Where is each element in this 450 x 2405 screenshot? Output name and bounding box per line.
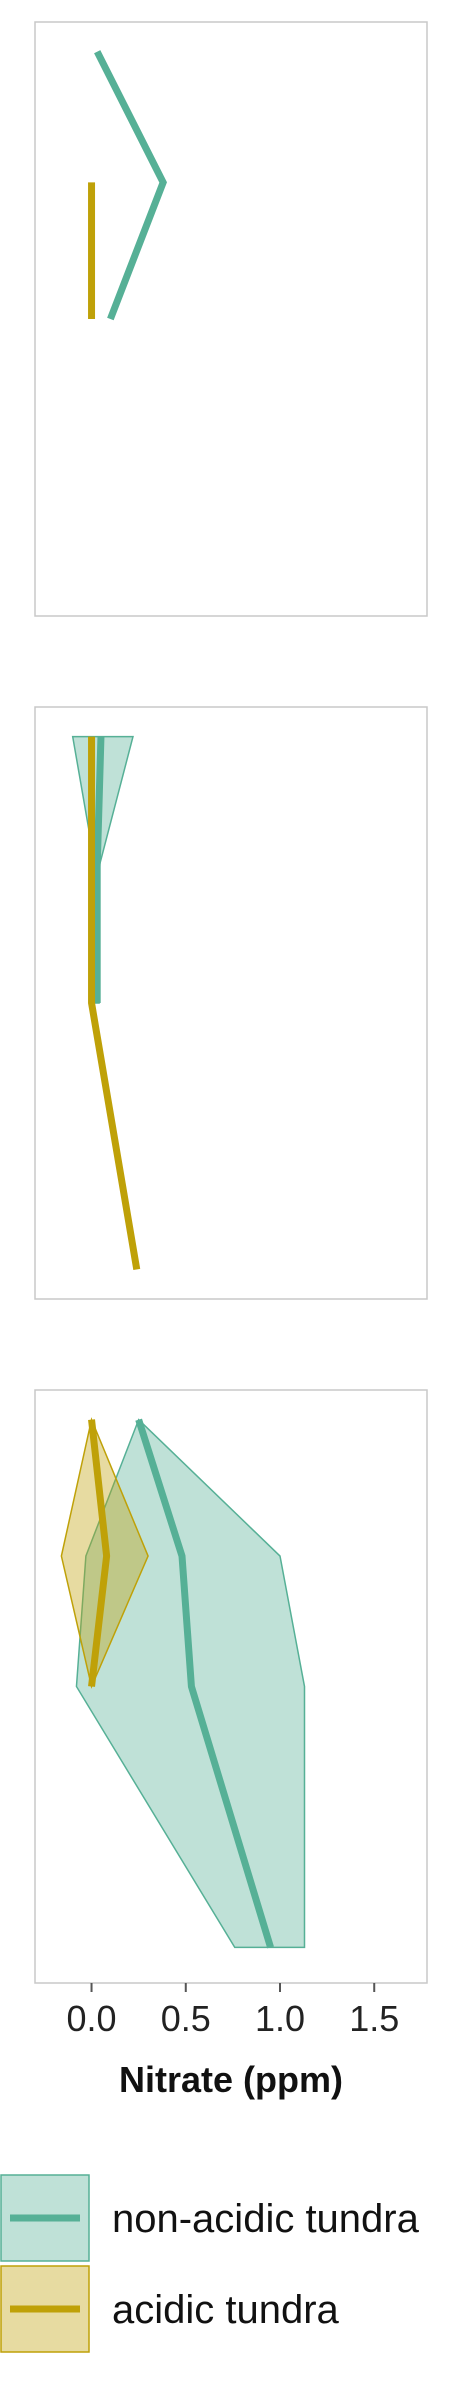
- x-axis-label: Nitrate (ppm): [119, 2059, 343, 2100]
- chart-panel-1: [34, 21, 428, 617]
- legend-item-non-acidic: non-acidic tundra: [0, 2174, 420, 2262]
- x-tick-label: 1.0: [255, 1998, 305, 2039]
- chart-panel-3: [34, 1389, 428, 1984]
- chart-panels: [34, 21, 428, 1984]
- x-tick-label: 0.5: [161, 1998, 211, 2039]
- legend: non-acidic tundra acidic tundra: [0, 2174, 420, 2353]
- legend-label-non-acidic: non-acidic tundra: [112, 2197, 420, 2241]
- legend-item-acidic: acidic tundra: [0, 2265, 340, 2353]
- x-tick-label: 1.5: [349, 1998, 399, 2039]
- series-line-non-acidic: [94, 50, 167, 321]
- series-line-acidic: [88, 1419, 111, 1687]
- x-axis: 0.0 0.5 1.0 1.5: [67, 1983, 399, 2039]
- panel-frame: [34, 21, 428, 617]
- x-tick-label: 0.0: [67, 1998, 117, 2039]
- series-line-acidic: [88, 736, 141, 1270]
- series-line-non-acidic: [93, 736, 105, 1003]
- legend-label-acidic: acidic tundra: [112, 2288, 340, 2332]
- series-line-non-acidic: [135, 1418, 274, 1949]
- chart-panel-2: [34, 706, 428, 1300]
